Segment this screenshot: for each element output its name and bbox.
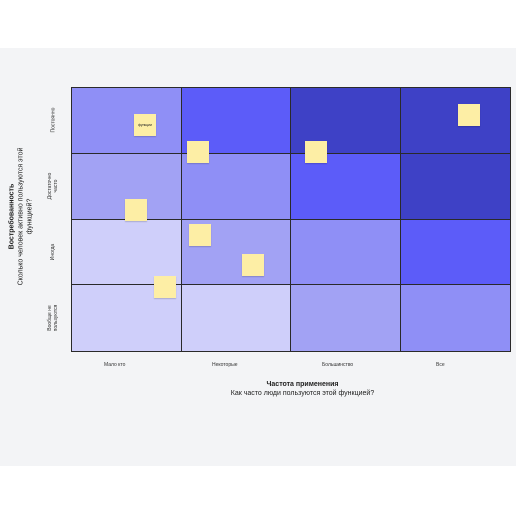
row-label-sometimes: Иногда [50, 243, 56, 261]
sticky-note[interactable] [305, 141, 327, 163]
column-label-some: Некоторые [212, 362, 238, 368]
sticky-note[interactable] [187, 141, 209, 163]
matrix-cell [181, 153, 291, 220]
sticky-note[interactable] [154, 276, 176, 298]
matrix-cell [72, 219, 182, 286]
matrix-cell [181, 285, 291, 351]
sticky-note[interactable] [189, 224, 211, 246]
sticky-note[interactable]: функции [134, 114, 156, 136]
y-axis-subtitle: Сколько человек активно пользуются этой … [17, 147, 34, 286]
x-axis-title-text: Частота применения [266, 381, 339, 388]
row-label-often: Достаточно часто [47, 172, 59, 200]
y-axis-title-text: Востребованность [8, 183, 16, 250]
matrix-cell [400, 88, 510, 154]
matrix-cell [400, 285, 510, 351]
row-label-constantly: Постоянно [50, 107, 56, 133]
column-label-most: Большинство [322, 362, 354, 368]
matrix-cell [400, 153, 510, 220]
row-label-never: Вообще не пользуются [47, 304, 59, 332]
matrix-cell [400, 219, 510, 286]
sticky-note[interactable] [242, 254, 264, 276]
x-axis-subtitle: Как часто люди пользуются этой функцией? [230, 390, 375, 397]
matrix-cell [291, 285, 401, 351]
x-axis-title: Частота применения Как часто люди пользу… [230, 380, 375, 398]
sticky-note[interactable] [458, 104, 480, 126]
matrix-cell [291, 153, 401, 220]
column-label-few: Мало кто [104, 362, 126, 368]
column-label-all: Все [436, 362, 445, 368]
matrix-cell [72, 88, 182, 154]
matrix-cell [291, 219, 401, 286]
sticky-note[interactable] [125, 199, 147, 221]
